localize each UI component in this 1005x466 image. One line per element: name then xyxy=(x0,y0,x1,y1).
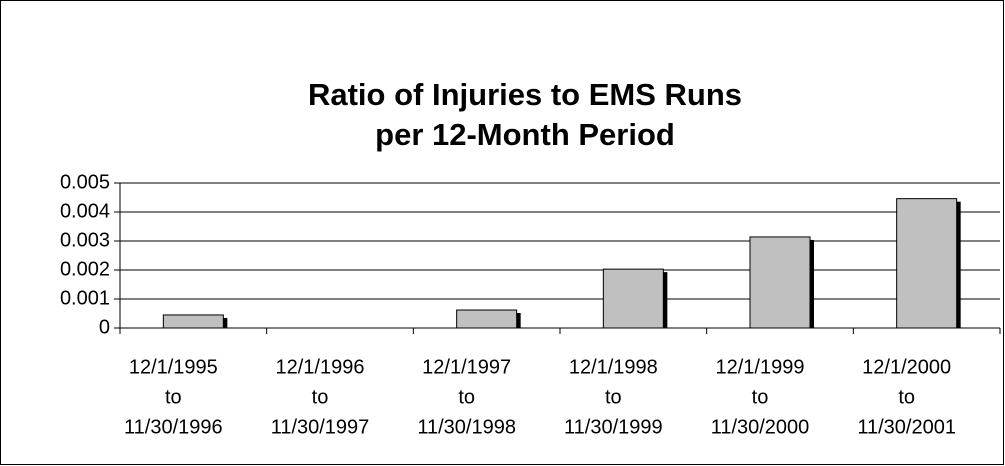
x-tick-label: 11/30/1996 xyxy=(124,416,223,438)
x-tick-label: 12/1/2000 xyxy=(862,356,951,378)
x-tick-label: to xyxy=(752,386,769,408)
bar xyxy=(162,314,224,329)
bar xyxy=(602,268,664,329)
y-tick-label: 0.002 xyxy=(60,258,110,280)
chart-title: per 12-Month Period xyxy=(375,117,675,152)
x-tick-label: 12/1/1996 xyxy=(276,356,365,378)
x-tick-label: to xyxy=(458,386,475,408)
y-tick-label: 0.005 xyxy=(60,171,110,193)
bar xyxy=(749,236,811,329)
x-tick-label: 12/1/1995 xyxy=(129,356,218,378)
x-tick-label: to xyxy=(312,386,329,408)
bar xyxy=(896,198,958,329)
x-tick-label: 11/30/1999 xyxy=(564,416,663,438)
x-tick-label: 11/30/2000 xyxy=(711,416,810,438)
x-tick-label: 12/1/1999 xyxy=(716,356,805,378)
y-tick-label: 0.004 xyxy=(60,200,110,222)
x-tick-label: to xyxy=(898,386,915,408)
x-tick-label: 11/30/1998 xyxy=(417,416,516,438)
y-tick-label: 0.003 xyxy=(60,229,110,251)
x-tick-label: 11/30/2001 xyxy=(857,416,956,438)
x-tick-label: 11/30/1997 xyxy=(271,416,370,438)
y-tick-label: 0 xyxy=(99,316,110,338)
x-tick-label: 12/1/1997 xyxy=(422,356,511,378)
x-tick-label: 12/1/1998 xyxy=(569,356,658,378)
x-tick-label: to xyxy=(165,386,182,408)
y-tick-label: 0.001 xyxy=(60,287,110,309)
bar xyxy=(456,309,518,329)
chart-title: Ratio of Injuries to EMS Runs xyxy=(308,77,742,112)
x-tick-label: to xyxy=(605,386,622,408)
